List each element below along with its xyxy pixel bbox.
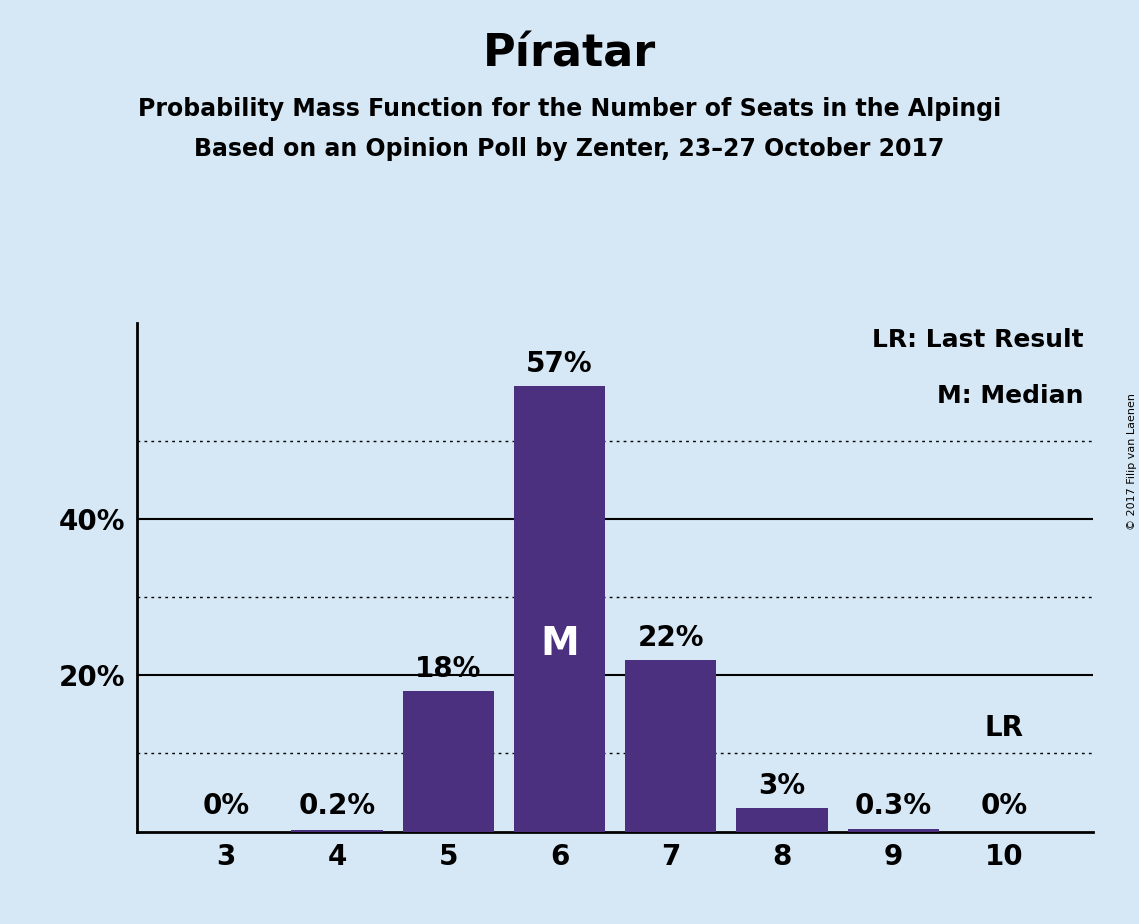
Text: 3%: 3% [759,772,805,800]
Text: 22%: 22% [638,624,704,651]
Text: 18%: 18% [415,655,482,683]
Text: Píratar: Píratar [483,32,656,76]
Text: © 2017 Filip van Laenen: © 2017 Filip van Laenen [1126,394,1137,530]
Text: Probability Mass Function for the Number of Seats in the Alpingi: Probability Mass Function for the Number… [138,97,1001,121]
Text: M: M [540,626,579,663]
Bar [514,386,605,832]
Text: LR: LR [985,713,1024,742]
Text: Based on an Opinion Poll by Zenter, 23–27 October 2017: Based on an Opinion Poll by Zenter, 23–2… [195,137,944,161]
Text: 0%: 0% [981,792,1027,820]
Text: 0.2%: 0.2% [298,792,376,820]
Bar [625,660,716,832]
Text: 0%: 0% [203,792,249,820]
Text: 57%: 57% [526,350,592,378]
Bar [847,829,939,832]
Text: 0.3%: 0.3% [854,792,932,820]
Bar [292,830,383,832]
Text: M: Median: M: Median [937,384,1084,408]
Text: LR: Last Result: LR: Last Result [872,328,1084,352]
Bar [402,691,494,832]
Bar [736,808,828,832]
